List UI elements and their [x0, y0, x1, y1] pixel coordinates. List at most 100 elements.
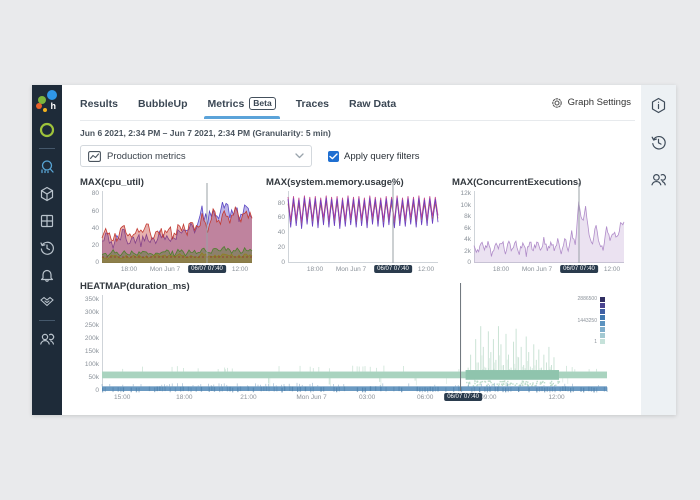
sidebar-divider: [39, 320, 55, 321]
info-hexagon-icon[interactable]: [649, 95, 669, 115]
controls-row: Production metrics Apply query filters: [80, 145, 635, 167]
legend-min-label: 1: [594, 339, 597, 345]
chart-plot[interactable]: [101, 183, 253, 263]
y-tick-label: 6k: [464, 224, 471, 232]
cpu-red-line: [101, 206, 253, 243]
x-tick-label: 15:00: [114, 394, 131, 401]
heatmap-duration: HEATMAP(duration_ms) 0 50k 100k 150k 200k 250k…: [80, 281, 635, 405]
apply-query-filters-label: Apply query filters: [344, 150, 420, 162]
cpu-purple-line: [101, 201, 253, 250]
y-tick-label: 40: [277, 229, 285, 237]
y-tick-label: 80: [91, 190, 99, 198]
x-tick-label: 03:00: [358, 394, 376, 401]
x-tick-label: 18:00: [176, 394, 193, 401]
graph-settings-button[interactable]: Graph Settings: [551, 97, 635, 109]
heatmap-color-legend: 2886500 1443250 1: [578, 296, 605, 345]
cpu-olive-line: [101, 252, 253, 260]
x-tick-label: 18:00: [306, 266, 324, 273]
x-tick-label: 18:00: [492, 266, 510, 273]
chart-memory-usage: MAX(system.memory.usage%) 0 20 40 60 80 18:00 M…: [266, 177, 439, 277]
heatmap-band-highlight: [465, 370, 560, 380]
y-tick-label: 2k: [464, 247, 471, 255]
x-tick-label: 12:00: [548, 394, 565, 401]
cpu-green-area: [102, 246, 252, 263]
dataset-hexagon-icon[interactable]: [36, 182, 58, 206]
y-tick-label: 250k: [84, 322, 99, 330]
query-icon[interactable]: [36, 155, 58, 179]
history-icon[interactable]: [649, 132, 669, 152]
heatmap-band: [102, 371, 607, 379]
chart-title: MAX(ConcurrentExecutions): [452, 177, 582, 188]
y-tick-label: 100k: [84, 361, 99, 369]
y-tick-label: 300k: [84, 309, 99, 317]
x-tick-label: 12:00: [603, 266, 621, 273]
x-axis-labels: 18:00 Mon Jun 7 06/07 07:40 12:00: [288, 265, 438, 277]
legend-swatch: [600, 339, 605, 344]
chart-plot[interactable]: [473, 183, 625, 263]
y-tick-label: 4k: [464, 236, 471, 244]
legend-swatch: [600, 321, 605, 326]
sidebar: h: [32, 85, 62, 415]
y-tick-label: 0: [281, 259, 285, 266]
beta-badge: Beta: [249, 97, 276, 110]
y-axis-labels: 0 20 40 60 80: [80, 190, 102, 266]
y-tick-label: 20: [91, 241, 99, 249]
legend-swatch: [600, 327, 605, 332]
crosshair-time-badge: 06/07 07:40: [374, 265, 412, 273]
legend-swatch: [600, 309, 605, 314]
chevron-down-icon: [295, 153, 304, 159]
app-logo-icon[interactable]: h: [36, 90, 58, 112]
heatmap-base-band: [102, 386, 607, 391]
x-tick-label: 06:00: [417, 394, 434, 401]
triggers-bell-icon[interactable]: [36, 263, 58, 287]
x-axis-labels: 18:00 Mon Jun 7 06/07 07:40 12:00: [474, 265, 624, 277]
tab-traces[interactable]: Traces: [295, 97, 329, 110]
charts-row: MAX(cpu_util) 0 20 40 60 80 18:00 Mon Jun 7 06/0…: [80, 177, 635, 277]
chart-title: HEATMAP(duration_ms): [80, 281, 190, 292]
y-tick-label: 12k: [460, 190, 471, 198]
y-tick-label: 10k: [460, 201, 471, 209]
chart-plot[interactable]: [287, 183, 439, 263]
crosshair-time-badge: 06/07 07:40: [188, 265, 226, 273]
y-axis-labels: 0 2k 4k 6k 8k 10k 12k: [452, 190, 474, 266]
graph-settings-label: Graph Settings: [567, 97, 631, 108]
x-axis-labels: 15:00 18:00 21:00 Mon Jun 7 03:00 06:00 06/07 …: [102, 393, 607, 405]
chart-plot[interactable]: [101, 283, 608, 393]
y-tick-label: 200k: [84, 335, 99, 343]
x-axis-labels: 18:00 Mon Jun 7 06/07 07:40 12:00: [102, 265, 252, 277]
slos-hands-icon[interactable]: [36, 290, 58, 314]
gear-icon: [551, 97, 562, 108]
legend-max-label: 2886500: [577, 296, 597, 302]
x-tick-label: 18:00: [120, 266, 138, 273]
boards-grid-icon[interactable]: [36, 209, 58, 233]
apply-query-filters-checkbox[interactable]: Apply query filters: [328, 150, 420, 162]
tab-bar: Results BubbleUp Metrics Beta Traces Raw…: [80, 85, 635, 121]
concurrent-purple-line: [473, 201, 625, 257]
environment-ring-icon[interactable]: [36, 118, 58, 142]
cpu-olive-area: [102, 252, 252, 263]
metrics-dropdown[interactable]: Production metrics: [80, 145, 312, 167]
chart-title: MAX(system.memory.usage%): [266, 177, 404, 188]
crosshair-time-badge: 06/07 07:40: [444, 393, 482, 401]
legend-swatch: [600, 297, 605, 302]
tab-results[interactable]: Results: [80, 97, 118, 110]
metrics-dropdown-value: Production metrics: [107, 150, 186, 162]
crosshair-time-badge: 06/07 07:40: [560, 265, 598, 273]
y-tick-label: 60: [91, 207, 99, 215]
y-tick-label: 0: [95, 387, 99, 394]
x-tick-label: 21:00: [240, 394, 257, 401]
team-icon[interactable]: [649, 169, 669, 189]
y-axis-labels: 0 50k 100k 150k 200k 250k 300k 350k: [80, 295, 102, 394]
legend-mid-label: 1443250: [577, 318, 597, 324]
activity-history-icon[interactable]: [36, 236, 58, 260]
tab-metrics[interactable]: Metrics Beta: [203, 86, 280, 119]
checkbox-checked-icon: [328, 150, 339, 162]
concurrent-purple-area: [474, 201, 624, 263]
legend-swatch: [600, 333, 605, 338]
team-icon[interactable]: [36, 327, 58, 351]
chart-icon: [88, 150, 101, 162]
main-content: Results BubbleUp Metrics Beta Traces Raw…: [62, 85, 641, 415]
right-rail: [641, 85, 676, 415]
tab-raw-data[interactable]: Raw Data: [349, 97, 397, 110]
tab-bubbleup[interactable]: BubbleUp: [137, 97, 188, 110]
